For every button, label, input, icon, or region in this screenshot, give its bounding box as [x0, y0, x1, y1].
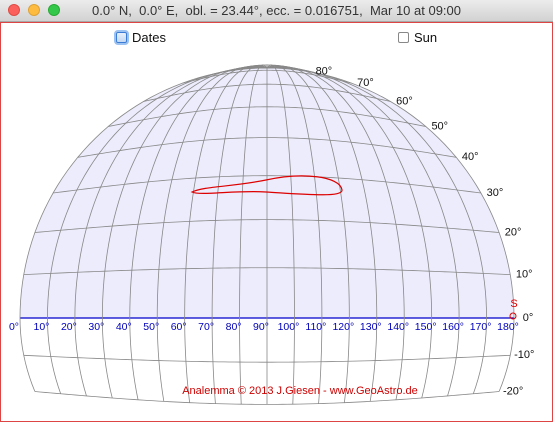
azimuth-line: [266, 66, 433, 399]
azimuth-line: [156, 65, 268, 402]
altitude-label: 10°: [516, 268, 533, 280]
azimuth-label: 20°: [61, 321, 77, 333]
minimize-button[interactable]: [28, 4, 40, 16]
azimuth-label: 100°: [278, 321, 300, 333]
altitude-label: -10°: [514, 349, 534, 361]
azimuth-line: [129, 66, 268, 400]
azimuth-label: 40°: [116, 321, 132, 333]
altitude-label: 30°: [487, 187, 504, 199]
azimuth-line: [184, 65, 268, 403]
checkbox-box[interactable]: [116, 32, 127, 43]
azimuth-label: 180°: [497, 321, 519, 333]
sun-marker: [509, 312, 517, 320]
azimuth-label: 110°: [305, 321, 326, 333]
azimuth-label: 90°: [253, 321, 269, 333]
window-title: 0.0° N, 0.0° E, obl. = 23.44°, ecc. = 0.…: [92, 3, 461, 18]
azimuth-line: [266, 65, 378, 402]
credit: Analemma © 2013 J.Giesen - www.GeoAstro.…: [182, 385, 418, 397]
checkbox-label: Dates: [132, 30, 166, 45]
azimuth-line: [266, 67, 515, 392]
azimuth-label: 80°: [226, 321, 242, 333]
azimuth-line: [239, 64, 268, 405]
close-button[interactable]: [8, 4, 20, 16]
azimuth-label: 0°: [9, 321, 19, 333]
azimuth-line: [266, 66, 405, 400]
azimuth-line: [74, 67, 268, 397]
altitude-label: -20°: [503, 385, 523, 397]
altitude-label: 0°: [523, 312, 534, 324]
azimuth-label: 50°: [143, 321, 159, 333]
azimuth-label: 120°: [332, 321, 354, 333]
azimuth-label: 30°: [88, 321, 104, 333]
checkbox-label: Sun: [414, 30, 438, 45]
azimuth-label: 170°: [470, 321, 492, 333]
azimuth-label: 160°: [442, 321, 464, 333]
azimuth-line: [47, 67, 268, 394]
azimuth-label: 10°: [33, 321, 49, 333]
zoom-button[interactable]: [48, 4, 60, 16]
sky-chart: S Analemma © 2013 J.Giesen - www.GeoAstr…: [0, 22, 553, 422]
title-bar: 0.0° N, 0.0° E, obl. = 23.44°, ecc. = 0.…: [0, 0, 553, 22]
azimuth-line: [266, 67, 460, 397]
azimuth-label: 60°: [171, 321, 187, 333]
azimuth-label: 70°: [198, 321, 214, 333]
azimuth-label: 130°: [360, 321, 382, 333]
dates-checkbox[interactable]: Dates: [116, 30, 166, 45]
azimuth-line: [266, 64, 323, 404]
altitude-label: 40°: [462, 151, 479, 163]
altitude-label: 50°: [431, 120, 448, 132]
azimuth-label: 140°: [387, 321, 409, 333]
altitude-label: 20°: [505, 226, 522, 238]
analemma: [190, 175, 343, 196]
checkbox-box[interactable]: [398, 32, 409, 43]
altitude-label: 70°: [357, 77, 374, 89]
azimuth-line: [19, 67, 268, 392]
azimuth-line: [211, 64, 268, 404]
azimuth-line: [101, 66, 268, 399]
azimuth-label: 150°: [415, 321, 437, 333]
south-label: S: [510, 298, 517, 310]
altitude-label: 80°: [316, 66, 333, 78]
azimuth-line: [266, 65, 350, 403]
azimuth-line: [266, 64, 295, 405]
altitude-label: 60°: [396, 95, 413, 107]
azimuth-line: [266, 67, 487, 394]
sun-checkbox[interactable]: Sun: [398, 30, 437, 45]
